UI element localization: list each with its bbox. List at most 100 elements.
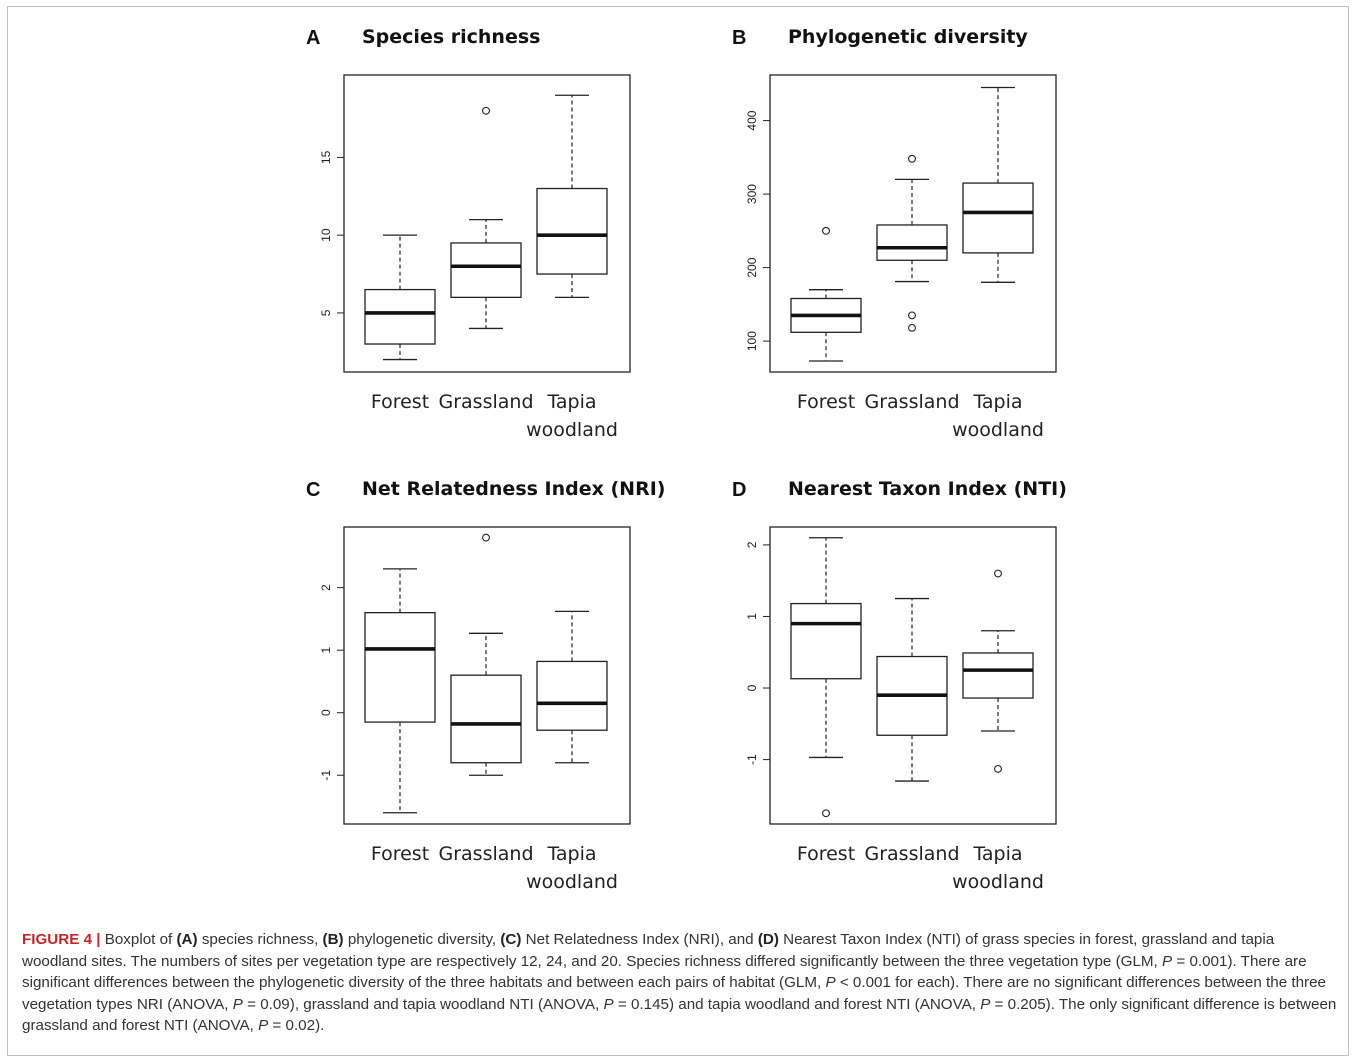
caption-segment: = 0.02).: [268, 1017, 325, 1034]
outlier-point: [822, 226, 830, 235]
panel-a-boxplot: A Species richness 5 10 15 Forest Grassland Tap…: [300, 20, 660, 460]
category-label: Grassland: [439, 843, 534, 865]
panel-letter: C: [306, 479, 320, 501]
y-tick-label: 5: [319, 309, 333, 316]
box-2: [962, 86, 1034, 283]
panel-title: Phylogenetic diversity: [788, 26, 1028, 48]
caption-segment: (A): [176, 931, 198, 948]
panel-letter: B: [732, 27, 746, 49]
y-tick-label: 300: [745, 184, 759, 204]
y-tick-label: 1: [745, 613, 759, 620]
caption-segment: P: [258, 1017, 269, 1034]
caption-segment: Nearest Taxon Index (NTI) of grass speci…: [22, 931, 1275, 970]
panel-title: Net Relatedness Index (NRI): [362, 478, 665, 500]
outlier-point: [908, 311, 916, 320]
panel-d-boxplot: D Nearest Taxon Index (NTI) -1 0 1 2 Forest Gra…: [726, 472, 1086, 912]
box-1: [450, 106, 522, 330]
panel-c-boxplot: C Net Relatedness Index (NRI) -1 0 1 2 Forest G…: [300, 472, 665, 912]
iqr-box: [364, 612, 436, 723]
caption-segment: P: [1162, 952, 1173, 970]
outlier-point: [908, 323, 916, 332]
caption-segment: P: [980, 995, 991, 1013]
panel-letter: A: [306, 27, 320, 49]
box-0: [364, 234, 436, 361]
iqr-box: [364, 288, 436, 345]
y-tick-label: 10: [319, 228, 333, 242]
panel-b-svg: B Phylogenetic diversity 100 200 300 400 Fores…: [732, 26, 1057, 441]
caption-body: Boxplot of (A) species richness, (B) phy…: [22, 931, 1336, 1034]
y-tick-label: -1: [319, 770, 333, 781]
y-tick-label: 0: [319, 709, 333, 716]
panel-a-svg: A Species richness 5 10 15 Forest Grassland Tap…: [306, 26, 631, 441]
box-2: [536, 610, 608, 764]
caption-segment: = 0.205). The only significant differenc…: [22, 995, 1337, 1035]
y-tick-label: 0: [745, 684, 759, 691]
outlier-point: [994, 569, 1002, 578]
caption-segment: (C): [500, 931, 522, 948]
plot-frame: [343, 526, 631, 825]
plot-frame: [343, 74, 631, 373]
box-1: [450, 533, 522, 776]
outlier-point: [482, 533, 490, 542]
panel-title: Nearest Taxon Index (NTI): [788, 478, 1067, 500]
box-0: [790, 537, 862, 818]
category-label: Grassland: [865, 391, 960, 413]
panel-b-boxplot: B Phylogenetic diversity 100 200 300 400 Fores…: [726, 20, 1086, 460]
box-1: [876, 154, 948, 332]
category-label: Forest: [797, 843, 855, 865]
caption-segment: P: [825, 974, 836, 991]
caption-segment: (D): [757, 931, 779, 948]
plot-frame: [769, 74, 1057, 373]
box-0: [790, 226, 862, 362]
y-tick-label: 200: [745, 257, 759, 277]
iqr-box: [790, 602, 862, 680]
outlier-point: [822, 809, 830, 818]
outlier-point: [908, 154, 916, 163]
iqr-box: [536, 660, 608, 731]
panel-title: Species richness: [362, 26, 540, 48]
category-label: Grassland: [439, 391, 534, 413]
box-1: [876, 597, 948, 782]
caption-segment: phylogenetic diversity,: [343, 931, 501, 948]
caption-segment: = 0.09), grassland and tapia woodland NT…: [242, 995, 604, 1013]
caption-segment: P: [232, 995, 243, 1013]
category-label: Forest: [371, 391, 429, 413]
caption-segment: = 0.145) and tapia woodland and forest N…: [613, 995, 981, 1013]
plot-frame: [769, 526, 1057, 825]
y-tick-label: 2: [745, 541, 759, 548]
caption-segment: P: [603, 995, 614, 1013]
y-tick-label: 15: [319, 150, 333, 164]
panel-c-svg: C Net Relatedness Index (NRI) -1 0 1 2 Forest G…: [306, 478, 665, 893]
iqr-box: [876, 224, 948, 261]
box-0: [364, 568, 436, 814]
category-label: Tapia woodland: [952, 391, 1044, 441]
category-label: Tapia woodland: [952, 843, 1044, 893]
outlier-point: [482, 106, 490, 115]
y-tick-label: 100: [745, 331, 759, 351]
caption-segment: Net Relatedness Index (NRI), and: [521, 931, 758, 948]
caption-segment: = 0.001). There are significant differen…: [22, 952, 1307, 992]
category-label: Tapia woodland: [526, 843, 618, 893]
outlier-point: [994, 764, 1002, 773]
y-tick-label: 1: [319, 647, 333, 654]
panel-d-svg: D Nearest Taxon Index (NTI) -1 0 1 2 Forest Gra…: [732, 478, 1067, 893]
y-tick-label: -1: [745, 754, 759, 765]
caption-label: FIGURE 4 |: [22, 931, 101, 948]
category-label: Grassland: [865, 843, 960, 865]
box-2: [536, 94, 608, 299]
category-label: Forest: [797, 391, 855, 413]
panel-letter: D: [732, 479, 746, 501]
box-2: [962, 569, 1034, 773]
iqr-box: [962, 182, 1034, 254]
caption-segment: (B): [322, 931, 344, 948]
iqr-box: [536, 187, 608, 275]
figure-frame: [7, 6, 1349, 1056]
caption-segment: < 0.001 for each). There are no signific…: [22, 974, 1326, 1013]
iqr-box: [450, 242, 522, 299]
iqr-box: [962, 652, 1034, 699]
figure-caption: FIGURE 4 | Boxplot of (A) species richne…: [22, 929, 1338, 1037]
category-label: Forest: [371, 843, 429, 865]
category-label: Tapia woodland: [526, 391, 618, 441]
y-tick-label: 2: [319, 584, 333, 591]
iqr-box: [450, 674, 522, 764]
